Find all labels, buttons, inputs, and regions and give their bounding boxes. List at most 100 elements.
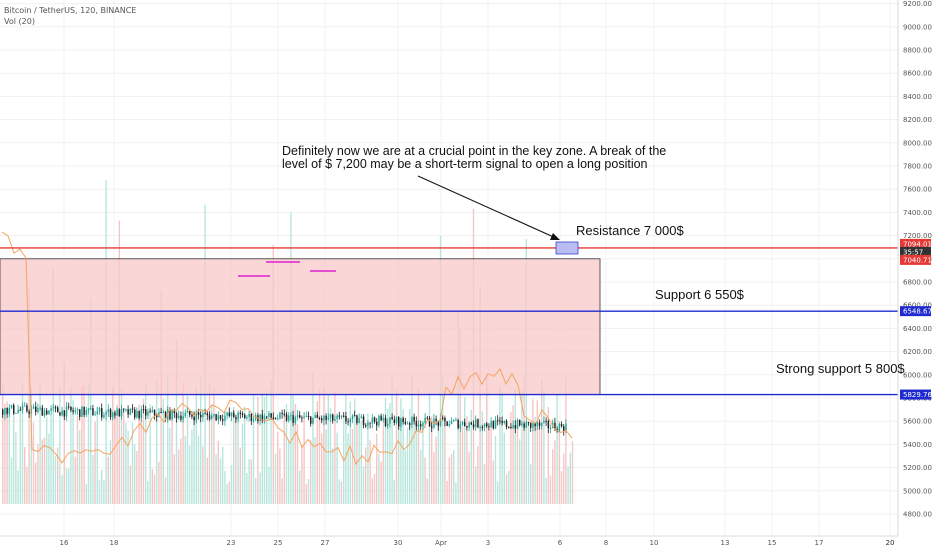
candle-body <box>519 420 521 426</box>
candle-body <box>439 417 442 426</box>
volume-bar <box>90 298 92 504</box>
horizontal-levels[interactable] <box>0 247 898 396</box>
volume-bar <box>402 408 404 504</box>
price-tick-label: 5200.00 <box>903 464 932 472</box>
resistance-label[interactable]: Resistance 7 000$ <box>576 223 684 238</box>
candle-body <box>250 413 253 421</box>
candle-body <box>169 409 171 420</box>
price-tick-label: 8200.00 <box>903 116 932 124</box>
volume-bar <box>228 481 230 504</box>
candle-body <box>332 414 334 421</box>
price-axis[interactable] <box>898 0 932 536</box>
volume-bar <box>230 465 233 504</box>
candle-body <box>494 420 497 429</box>
volume-bar <box>112 386 114 504</box>
candle-body <box>492 421 495 429</box>
volume-bar <box>85 483 87 504</box>
analysis-note-line1: Definitely now we are at a crucial point… <box>282 144 667 158</box>
volume-bar <box>61 475 63 504</box>
candle-body <box>197 412 200 415</box>
volume-bar <box>373 473 376 504</box>
price-tick-label: 7400.00 <box>903 209 932 217</box>
candle-body <box>565 423 567 432</box>
volume-bar <box>43 437 46 504</box>
volume-bar <box>294 404 296 504</box>
candle-body <box>162 411 165 413</box>
candle-body <box>171 409 173 420</box>
volume-bar <box>406 427 409 504</box>
volume-bar <box>127 431 129 504</box>
candle-body <box>549 427 552 429</box>
volume-bar <box>365 447 367 504</box>
volume-bar <box>4 403 6 504</box>
volume-bar <box>316 400 318 504</box>
volume-bar <box>532 399 534 504</box>
candle-body <box>134 409 136 418</box>
candle-body <box>57 407 59 413</box>
candle-body <box>483 423 486 428</box>
candle-body <box>514 425 517 429</box>
candle-body <box>393 419 396 423</box>
volume-bar <box>340 481 343 504</box>
volume-bar <box>523 377 525 504</box>
candle-body <box>453 420 455 422</box>
volume-bar <box>233 407 235 504</box>
volume-bar <box>446 480 448 504</box>
volume-bar <box>255 478 257 504</box>
time-tick-label: 20 <box>886 539 895 547</box>
volume-bar <box>305 483 307 504</box>
volume-bar <box>292 395 294 504</box>
analysis-note[interactable]: Definitely now we are at a crucial point… <box>282 145 666 171</box>
candle-body <box>21 405 24 410</box>
price-label-text: 35:57 <box>903 248 923 256</box>
volume-bar <box>288 441 290 504</box>
candle-body <box>530 422 532 428</box>
volume-bar <box>142 399 145 504</box>
time-tick-label: 23 <box>227 539 236 547</box>
candle-body <box>490 421 492 428</box>
volume-bar <box>486 374 488 504</box>
candle-body <box>37 408 39 413</box>
candle-body <box>310 416 312 424</box>
time-axis[interactable] <box>0 536 898 550</box>
volume-bar <box>219 458 222 504</box>
key-zone-rectangle[interactable] <box>0 258 601 395</box>
volume-bar <box>516 423 519 504</box>
volume-bar <box>422 421 424 504</box>
candle-body <box>516 420 519 429</box>
analysis-note-line2: level of $ 7,200 may be a short-term sig… <box>282 157 648 171</box>
volume-bar <box>147 481 149 504</box>
volume-bar <box>349 401 351 504</box>
time-tick-label: Apr <box>435 539 447 547</box>
volume-bar <box>191 429 193 504</box>
volume-bar <box>481 411 483 504</box>
volume-bar <box>171 417 173 504</box>
support-label[interactable]: Support 6 550$ <box>655 287 744 302</box>
volume-indicator-label[interactable]: Vol (20) <box>4 17 35 26</box>
volume-bar <box>437 424 439 504</box>
candle-body <box>241 413 244 415</box>
volume-bar <box>21 383 24 504</box>
volume-bar <box>380 461 382 504</box>
symbol-title[interactable]: Bitcoin / TetherUS, 120, BINANCE <box>4 6 137 15</box>
volume-bar <box>521 390 523 504</box>
volume-bar <box>76 416 79 504</box>
volume-bar <box>560 471 563 504</box>
candle-body <box>127 409 129 415</box>
volume-bar <box>499 386 501 504</box>
candle-body <box>503 420 506 424</box>
candle-body <box>123 408 125 410</box>
candle-body <box>52 407 55 409</box>
volume-bar <box>448 457 450 504</box>
candle-body <box>360 416 363 419</box>
candle-body <box>178 415 180 419</box>
candle-body <box>305 415 308 417</box>
candle-body <box>10 405 13 408</box>
volume-bar <box>87 382 90 504</box>
candle-body <box>358 418 360 424</box>
volume-bar <box>409 409 411 504</box>
volume-bar <box>279 448 281 504</box>
volume-bar <box>248 459 250 504</box>
strong-support-label[interactable]: Strong support 5 800$ <box>776 361 905 376</box>
